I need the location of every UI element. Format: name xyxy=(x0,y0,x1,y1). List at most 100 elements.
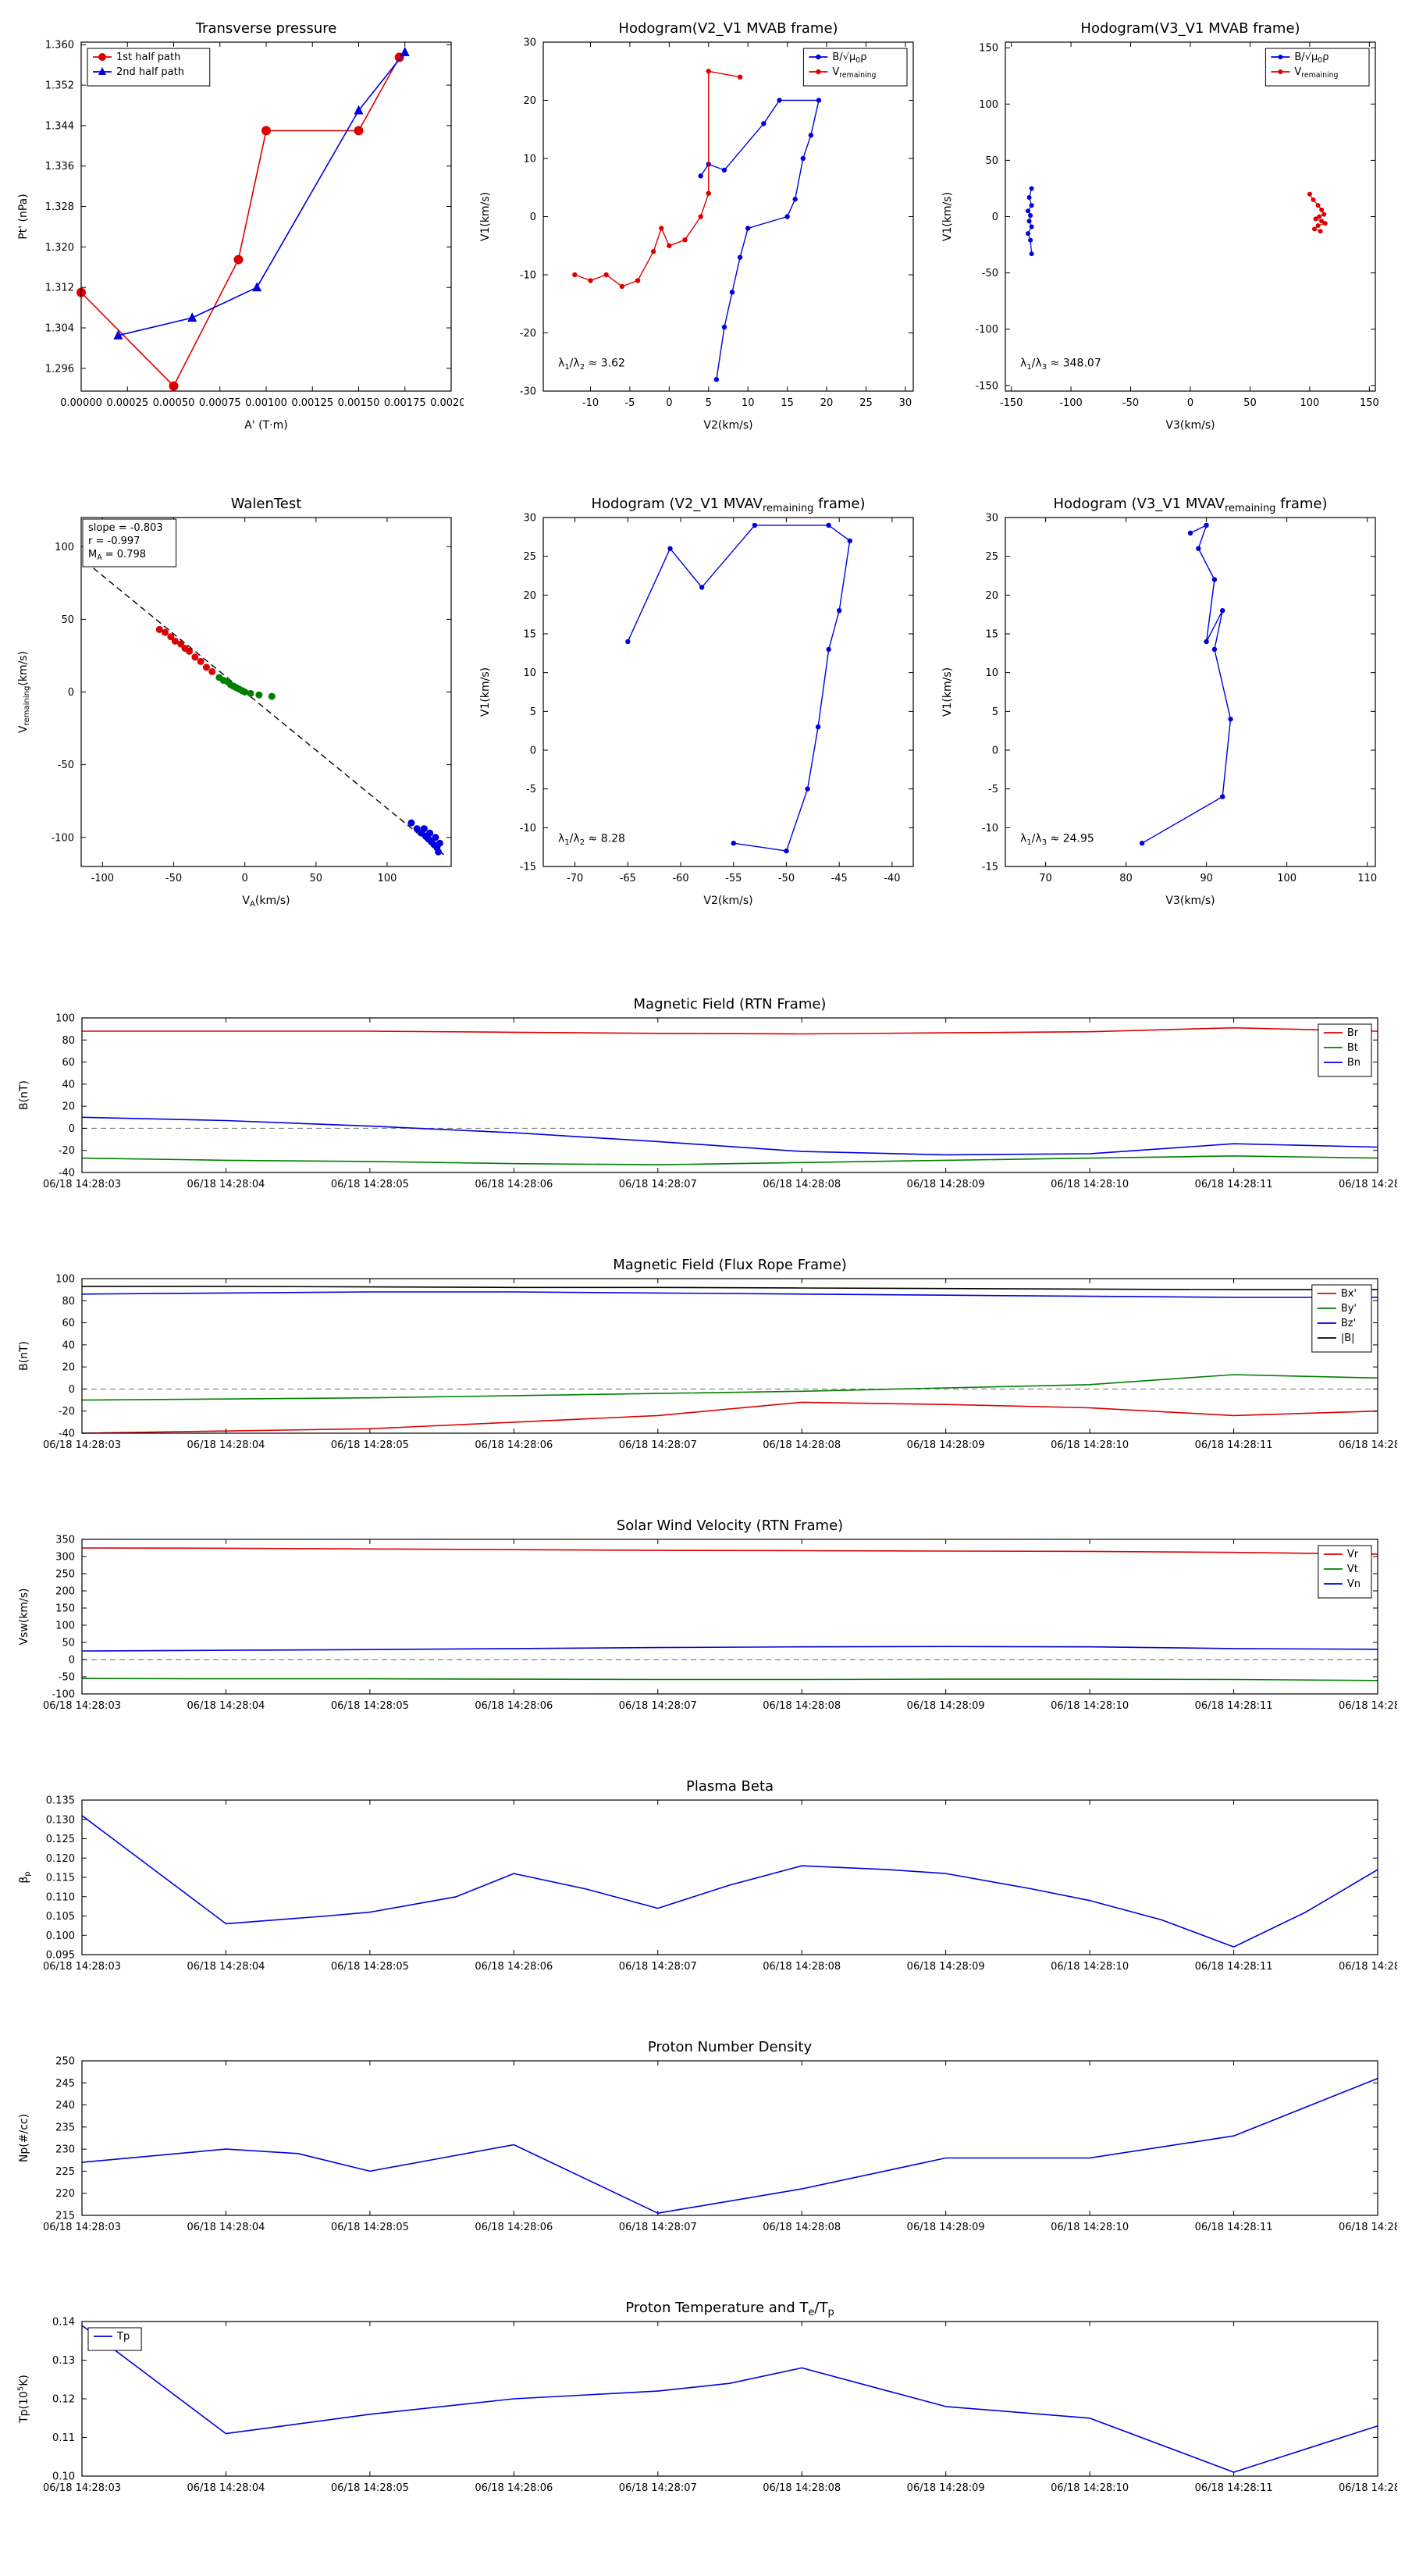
svg-text:1.320: 1.320 xyxy=(45,242,74,254)
svg-text:Vremaining(km/s): Vremaining(km/s) xyxy=(17,651,31,733)
svg-text:B(nT): B(nT) xyxy=(18,1080,30,1110)
svg-text:Proton Number Density: Proton Number Density xyxy=(648,2039,813,2055)
svg-text:15: 15 xyxy=(523,629,536,641)
svg-text:VA(km/s): VA(km/s) xyxy=(242,895,290,909)
svg-text:80: 80 xyxy=(62,1296,75,1308)
svg-text:06/18 14:28:08: 06/18 14:28:08 xyxy=(763,1961,841,1973)
svg-text:Proton Temperature and Te/Tp: Proton Temperature and Te/Tp xyxy=(625,2300,834,2318)
svg-text:300: 300 xyxy=(55,1552,75,1564)
svg-text:100: 100 xyxy=(1277,873,1297,884)
svg-text:0.120: 0.120 xyxy=(46,1853,75,1865)
svg-text:06/18 14:28:09: 06/18 14:28:09 xyxy=(907,1700,985,1712)
svg-text:06/18 14:28:09: 06/18 14:28:09 xyxy=(907,1179,985,1190)
svg-text:50: 50 xyxy=(61,614,74,626)
svg-text:Hodogram(V2_V1 MVAB frame): Hodogram(V2_V1 MVAB frame) xyxy=(618,20,838,37)
svg-text:06/18 14:28:07: 06/18 14:28:07 xyxy=(619,1700,697,1712)
svg-text:215: 215 xyxy=(55,2211,75,2222)
svg-text:Bn: Bn xyxy=(1347,1057,1361,1069)
svg-text:Bt: Bt xyxy=(1347,1042,1358,1054)
svg-text:06/18 14:28:09: 06/18 14:28:09 xyxy=(907,2482,985,2494)
svg-text:-20: -20 xyxy=(59,1145,75,1157)
svg-text:25: 25 xyxy=(985,551,998,563)
svg-text:06/18 14:28:03: 06/18 14:28:03 xyxy=(43,1961,121,1973)
transverse-pressure-plot: 0.00000 0.00025 0.00050 0.00075 0.00100 0.001… xyxy=(17,20,472,432)
svg-text:Vt: Vt xyxy=(1347,1564,1358,1575)
svg-text:-50: -50 xyxy=(59,1672,75,1684)
svg-text:Vn: Vn xyxy=(1347,1578,1361,1590)
svg-text:0.14: 0.14 xyxy=(52,2317,75,2329)
svg-text:06/18 14:28:10: 06/18 14:28:10 xyxy=(1051,1179,1129,1190)
magnetic-field-rtn-plot: 06/18 14:28:03 06/18 14:28:04 06/18 14:28:… xyxy=(18,996,1405,1190)
svg-text:06/18 14:28:12: 06/18 14:28:12 xyxy=(1339,1439,1397,1451)
svg-text:06/18 14:28:11: 06/18 14:28:11 xyxy=(1195,1179,1273,1190)
svg-text:06/18 14:28:05: 06/18 14:28:05 xyxy=(331,1439,409,1451)
svg-text:06/18 14:28:05: 06/18 14:28:05 xyxy=(331,2222,409,2233)
svg-text:100: 100 xyxy=(55,1013,75,1025)
svg-text:06/18 14:28:09: 06/18 14:28:09 xyxy=(907,1439,985,1451)
svg-text:06/18 14:28:07: 06/18 14:28:07 xyxy=(619,1179,697,1190)
magnetic-field-flux-rope-plot: 06/18 14:28:03 06/18 14:28:04 06/18 14:28:… xyxy=(18,1257,1405,1451)
svg-text:-65: -65 xyxy=(620,873,636,884)
svg-text:Transverse pressure: Transverse pressure xyxy=(195,20,337,37)
hodogram-v3v1-mvab-plot: -150 -100 -50 0 50 100 150 -150 -100 -50 0 50 100 150… xyxy=(941,20,1379,432)
svg-text:10: 10 xyxy=(523,667,536,679)
svg-text:06/18 14:28:04: 06/18 14:28:04 xyxy=(187,1700,265,1712)
svg-text:-150: -150 xyxy=(1000,397,1023,409)
svg-text:06/18 14:28:09: 06/18 14:28:09 xyxy=(907,2222,985,2233)
svg-text:100: 100 xyxy=(378,873,397,884)
svg-text:0: 0 xyxy=(242,873,248,884)
svg-text:B/√μ0ρ: B/√μ0ρ xyxy=(832,52,866,65)
svg-text:Bz': Bz' xyxy=(1341,1318,1356,1329)
svg-text:-30: -30 xyxy=(520,386,536,398)
svg-text:-70: -70 xyxy=(567,873,583,884)
plot-hodogram-v2v1-mvab: -10 -5 0 5 10 15 20 25 30 -30 -20 -10 0 10 20 30 Hodogra… xyxy=(473,14,926,443)
svg-text:15: 15 xyxy=(985,629,998,641)
proton-temperature-plot: 06/18 14:28:03 06/18 14:28:04 06/18 14:28:… xyxy=(17,2300,1405,2494)
svg-text:-40: -40 xyxy=(59,1429,75,1440)
svg-text:06/18 14:28:04: 06/18 14:28:04 xyxy=(187,1179,265,1190)
svg-text:06/18 14:28:04: 06/18 14:28:04 xyxy=(187,2222,265,2233)
svg-text:0.10: 0.10 xyxy=(52,2471,75,2483)
svg-text:100: 100 xyxy=(55,1274,75,1286)
svg-text:Tp(105K): Tp(105K) xyxy=(17,2375,30,2424)
svg-text:0.00125: 0.00125 xyxy=(291,397,333,409)
svg-text:20: 20 xyxy=(820,397,834,409)
svg-text:0: 0 xyxy=(992,212,998,223)
svg-text:5: 5 xyxy=(530,706,536,718)
svg-text:06/18 14:28:03: 06/18 14:28:03 xyxy=(43,2482,121,2494)
svg-text:06/18 14:28:03: 06/18 14:28:03 xyxy=(43,1439,121,1451)
plasma-beta-plot: 06/18 14:28:03 06/18 14:28:04 06/18 14:28:… xyxy=(18,1778,1405,1973)
svg-text:0.00175: 0.00175 xyxy=(384,397,426,409)
svg-text:0.00200: 0.00200 xyxy=(430,397,464,409)
svg-text:20: 20 xyxy=(523,95,536,107)
svg-text:-45: -45 xyxy=(831,873,848,884)
svg-text:V2(km/s): V2(km/s) xyxy=(703,419,752,432)
svg-text:06/18 14:28:12: 06/18 14:28:12 xyxy=(1339,2222,1397,2233)
svg-text:r = -0.997: r = -0.997 xyxy=(88,535,140,547)
svg-text:06/18 14:28:05: 06/18 14:28:05 xyxy=(331,1179,409,1190)
svg-text:06/18 14:28:12: 06/18 14:28:12 xyxy=(1339,1179,1397,1190)
svg-text:Tp: Tp xyxy=(116,2331,130,2343)
svg-text:06/18 14:28:08: 06/18 14:28:08 xyxy=(763,2482,841,2494)
svg-text:10: 10 xyxy=(985,667,998,679)
svg-text:06/18 14:28:07: 06/18 14:28:07 xyxy=(619,2222,697,2233)
row-walen-and-mvav-hodograms: -100 -50 0 50 100 -100 -50 0 50 100 WalenTest VA(km… xyxy=(0,489,1405,918)
svg-text:06/18 14:28:06: 06/18 14:28:06 xyxy=(475,1439,553,1451)
svg-text:240: 240 xyxy=(55,2100,75,2112)
svg-text:5: 5 xyxy=(706,397,712,409)
svg-text:-15: -15 xyxy=(520,862,536,873)
solar-wind-velocity-plot: 06/18 14:28:03 06/18 14:28:04 06/18 14:28:… xyxy=(18,1517,1405,1712)
svg-text:V1(km/s): V1(km/s) xyxy=(479,192,492,241)
svg-text:V1(km/s): V1(km/s) xyxy=(941,192,954,241)
svg-text:06/18 14:28:06: 06/18 14:28:06 xyxy=(475,1179,553,1190)
svg-text:0.13: 0.13 xyxy=(52,2355,75,2367)
svg-text:30: 30 xyxy=(523,513,536,525)
svg-text:70: 70 xyxy=(1039,873,1052,884)
plot-hodogram-v2v1-mvav: -70 -65 -60 -55 -50 -45 -40 -15 -10 -5 0 5 10 15 20 25 3… xyxy=(473,489,926,918)
svg-text:06/18 14:28:10: 06/18 14:28:10 xyxy=(1051,1961,1129,1973)
svg-text:2nd half path: 2nd half path xyxy=(116,66,184,78)
svg-text:25: 25 xyxy=(523,551,536,563)
svg-text:60: 60 xyxy=(62,1318,75,1329)
svg-text:Hodogram(V3_V1 MVAB frame): Hodogram(V3_V1 MVAB frame) xyxy=(1080,20,1300,37)
svg-text:-15: -15 xyxy=(982,862,998,873)
